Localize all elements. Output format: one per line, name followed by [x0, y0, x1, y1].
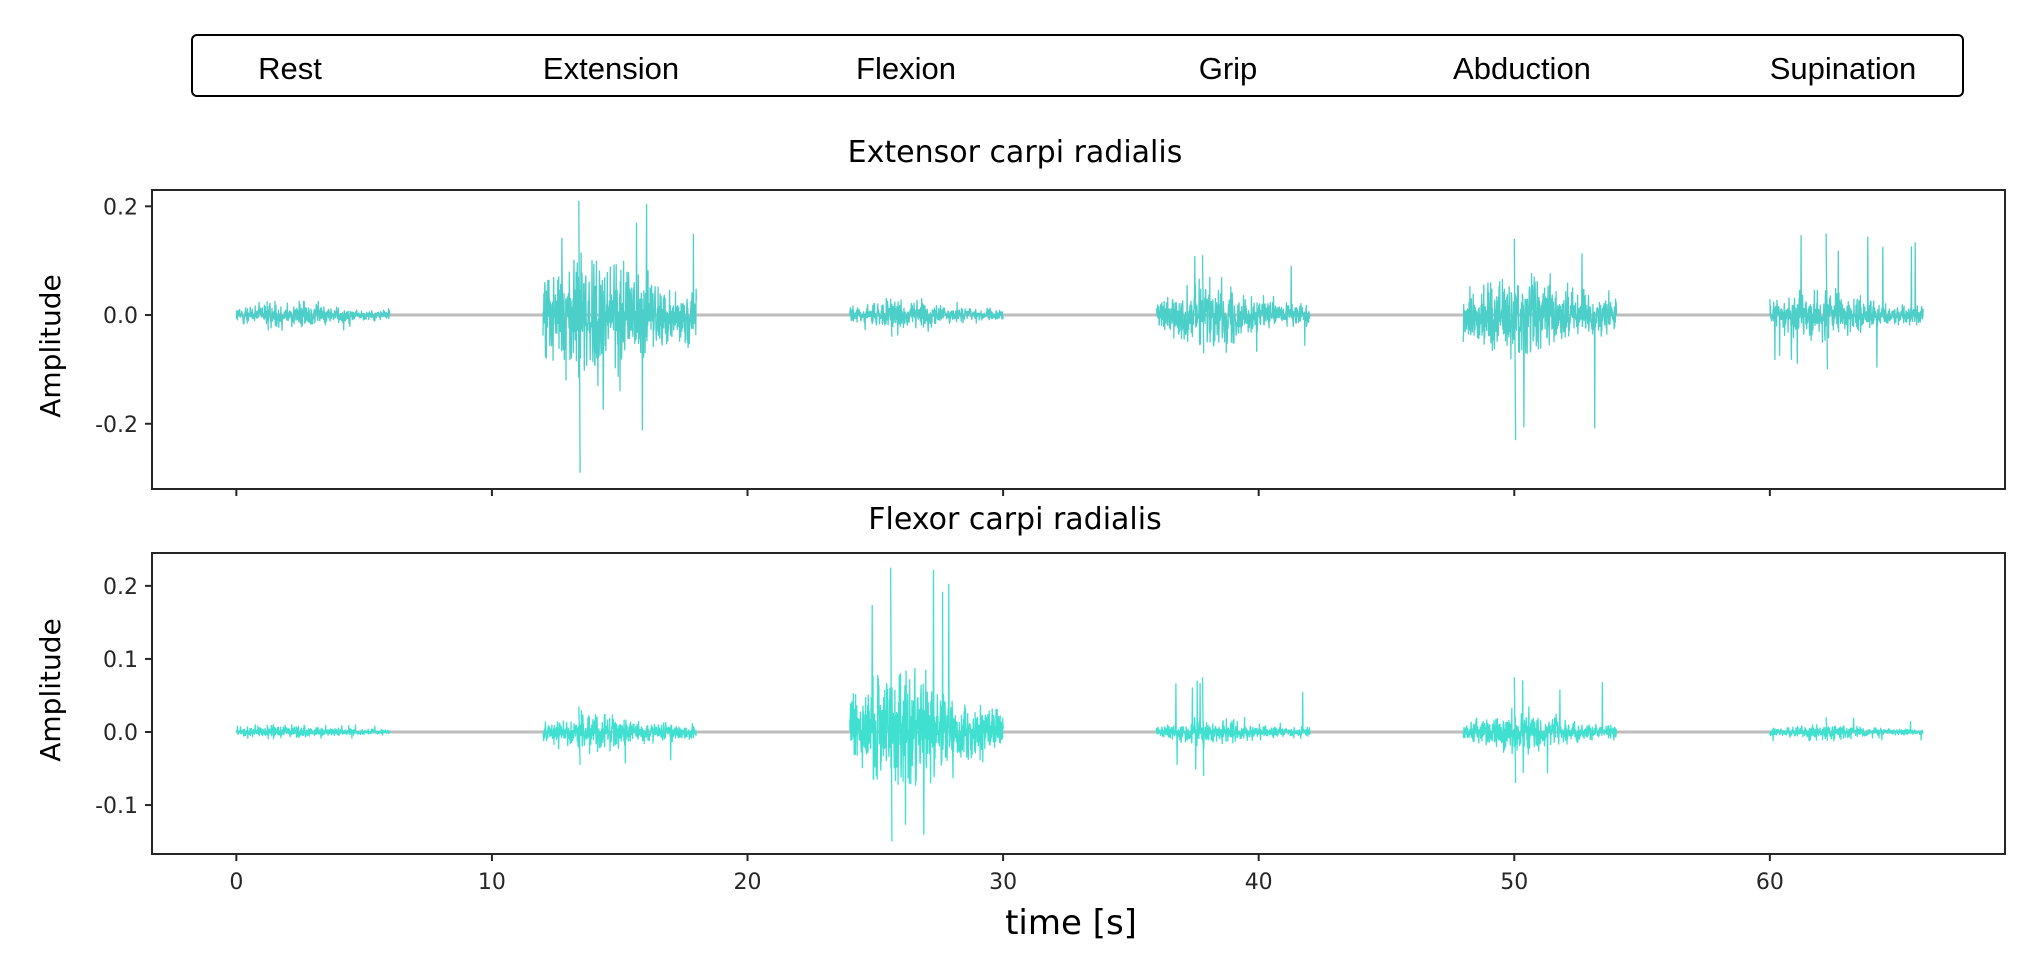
emg-trace-supination — [1769, 717, 1924, 742]
y-tick-label: 0.0 — [103, 721, 138, 746]
x-tick-label: 10 — [478, 870, 506, 895]
y-tick-label: 0.0 — [103, 304, 138, 329]
panel-extensor: Extensor carpi radialis Amplitude 0.2 0.0… — [34, 135, 2006, 496]
y-tick-label: 0.1 — [103, 648, 138, 673]
legend-label-rest: Rest — [258, 51, 322, 86]
legend-label-grip: Grip — [1199, 51, 1258, 86]
y-axis-label-flexor: Amplitude — [34, 618, 67, 762]
x-tick-label: 20 — [734, 870, 762, 895]
x-tick-label: 0 — [229, 870, 243, 895]
emg-trace-rest — [235, 724, 391, 740]
emg-trace-flexion — [849, 567, 1004, 842]
legend-label-extension: Extension — [543, 51, 679, 86]
emg-trace-supination — [1769, 233, 1924, 370]
traces-flexor — [235, 567, 1924, 842]
y-tick-label: -0.1 — [95, 794, 138, 819]
y-ticks-extensor: 0.2 0.0 -0.2 — [95, 195, 152, 438]
emg-trace-flexion — [849, 298, 1004, 337]
emg-trace-rest — [235, 300, 391, 331]
emg-trace-grip — [1156, 255, 1311, 354]
y-tick-label: 0.2 — [103, 575, 138, 600]
x-ticks-flexor: 0 10 20 30 40 50 60 — [229, 854, 1784, 895]
emg-trace-abduction — [1462, 677, 1618, 784]
y-tick-label: 0.2 — [103, 195, 138, 220]
y-tick-label: -0.2 — [95, 413, 138, 438]
traces-extensor — [235, 200, 1924, 473]
legend-label-abduction: Abduction — [1453, 51, 1591, 86]
x-ticks-extensor — [235, 489, 1771, 496]
x-tick-label: 60 — [1756, 870, 1784, 895]
panel-title-flexor: Flexor carpi radialis — [868, 502, 1161, 537]
x-tick-label: 40 — [1245, 870, 1273, 895]
panel-title-extensor: Extensor carpi radialis — [848, 135, 1183, 170]
x-tick-label: 30 — [989, 870, 1017, 895]
y-axis-label-extensor: Amplitude — [34, 274, 67, 418]
emg-trace-grip — [1155, 677, 1311, 776]
plot-frame-flexor — [151, 552, 2006, 855]
plot-frame-extensor — [151, 189, 2006, 490]
x-tick-label: 50 — [1500, 870, 1528, 895]
y-ticks-flexor: 0.2 0.1 0.0 -0.1 — [95, 575, 152, 819]
legend-frame — [191, 34, 1964, 97]
panel-flexor: Flexor carpi radialis Amplitude 0.20.10.… — [34, 502, 2006, 895]
emg-trace-extension — [542, 200, 698, 473]
segment-legend: Rest Extension Flexion Grip Abduction Su… — [191, 34, 1964, 97]
emg-trace-extension — [542, 706, 698, 765]
x-axis-label: time [s] — [1005, 903, 1137, 943]
legend-label-supination: Supination — [1770, 51, 1917, 86]
legend-label-flexion: Flexion — [856, 51, 956, 86]
emg-trace-abduction — [1462, 238, 1618, 441]
